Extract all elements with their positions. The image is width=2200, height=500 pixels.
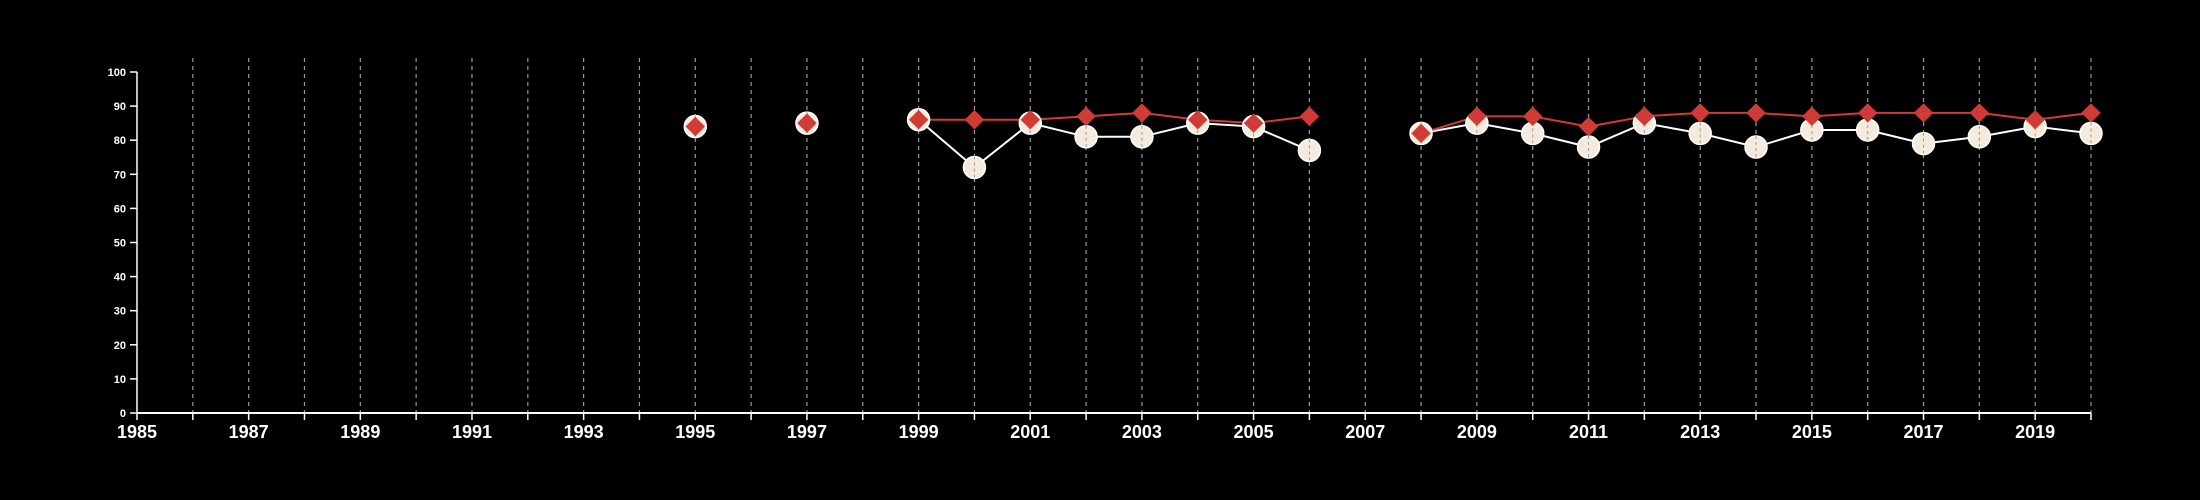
x-tick-label: 2005 [1234, 422, 1274, 442]
x-tick-label: 1999 [899, 422, 939, 442]
data-point-diamond [1802, 106, 1822, 127]
x-tick-label: 2003 [1122, 422, 1162, 442]
data-point-diamond [1857, 103, 1878, 123]
x-tick-label: 2017 [1903, 422, 1943, 442]
x-tick-label: 2013 [1680, 422, 1720, 442]
x-tick-label: 2015 [1792, 422, 1832, 442]
y-tick-label: 70 [114, 169, 126, 181]
data-point-diamond [1746, 103, 1766, 123]
x-tick-label: 1993 [564, 422, 604, 442]
y-tick-label: 10 [114, 374, 126, 386]
y-tick-label: 90 [114, 101, 126, 113]
y-tick-label: 40 [114, 272, 126, 284]
data-point-diamond [1634, 106, 1655, 127]
x-tick-label: 2011 [1569, 422, 1608, 442]
data-point-circle [1967, 125, 1992, 149]
x-tick-label: 2009 [1457, 422, 1497, 442]
data-point-diamond [1076, 106, 1096, 127]
data-point-diamond [2025, 110, 2045, 130]
data-point-diamond [1523, 106, 1543, 127]
data-point-diamond [908, 110, 929, 130]
data-point-diamond [1020, 110, 1040, 130]
y-tick-label: 80 [114, 135, 126, 147]
y-tick-label: 60 [114, 203, 126, 215]
x-tick-label: 2001 [1010, 422, 1050, 442]
data-point-diamond [1132, 103, 1152, 123]
series-group [683, 103, 2103, 180]
x-tick-label: 1987 [229, 422, 269, 442]
y-tick-label: 20 [114, 340, 126, 352]
x-tick-label: 1989 [340, 422, 380, 442]
data-point-diamond [1411, 123, 1431, 144]
y-tick-label: 30 [114, 306, 126, 318]
data-point-diamond [1299, 106, 1320, 127]
data-point-circle [1130, 125, 1154, 149]
data-point-diamond [1913, 103, 1934, 123]
x-tick-label: 1991 [452, 422, 492, 442]
x-tick-label: 2007 [1345, 422, 1385, 442]
data-point-diamond [1690, 103, 1710, 123]
markers-diamond [685, 103, 2101, 144]
x-tick-label: 1997 [787, 422, 827, 442]
x-tick-label: 2019 [2015, 422, 2055, 442]
axes: 0 10 20 30 40 50 60 70 80 90 100 1985 1987 1989 1991 19… [108, 67, 2092, 442]
data-point-diamond [1578, 116, 1599, 137]
data-point-diamond [1188, 110, 1208, 130]
data-point-diamond [797, 113, 817, 133]
data-point-diamond [685, 116, 705, 137]
y-tick-label: 0 [120, 408, 126, 420]
x-tick-label: 1995 [675, 422, 715, 442]
data-point-diamond [1969, 103, 1990, 123]
y-tick-label: 100 [108, 67, 126, 79]
data-point-diamond [964, 110, 985, 130]
data-point-diamond [2081, 103, 2101, 123]
y-tick-label: 50 [114, 238, 126, 250]
x-tick-label: 1985 [117, 422, 157, 442]
data-point-diamond [1467, 106, 1487, 127]
data-point-diamond [1243, 113, 1264, 133]
